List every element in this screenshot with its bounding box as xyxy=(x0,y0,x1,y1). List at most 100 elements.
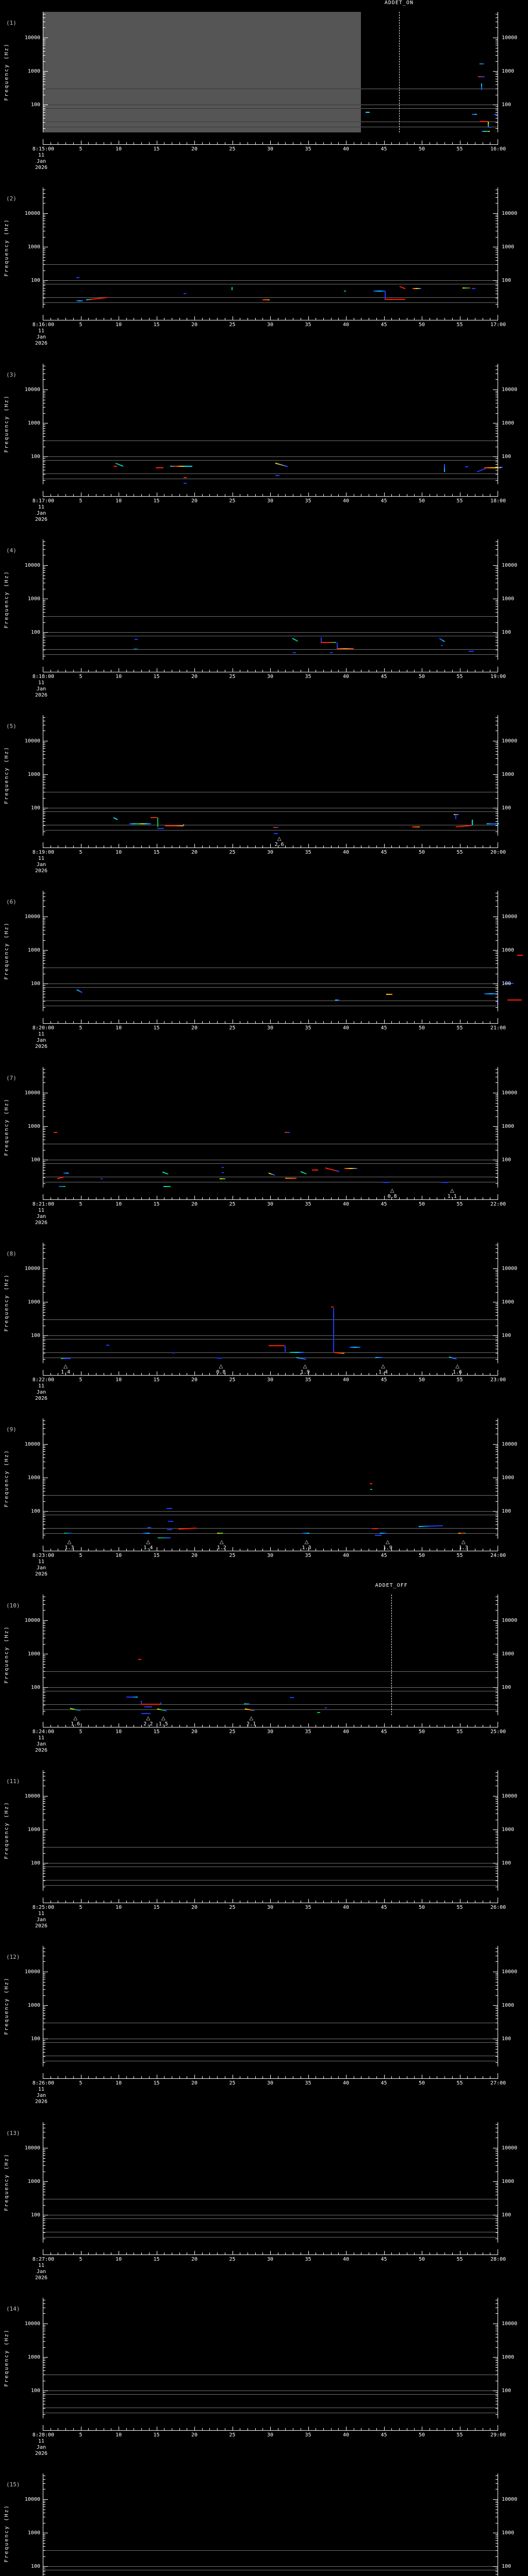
y-axis-tick xyxy=(496,1809,498,1810)
x-axis-tick xyxy=(444,2428,445,2430)
y-axis-tick xyxy=(496,1491,498,1492)
y-tick-label-right: 1000 xyxy=(502,1827,515,1833)
y-axis-tick xyxy=(496,934,498,935)
x-tick-label: 35 xyxy=(305,1377,311,1383)
x-start-time-label: 8:21:00 xyxy=(32,1201,55,1207)
x-axis-tick xyxy=(65,318,66,320)
y-axis-tick xyxy=(43,2566,48,2567)
y-axis-tick xyxy=(496,197,498,198)
y-axis-tick xyxy=(496,2165,498,2166)
x-axis-tick xyxy=(308,2427,309,2430)
y-axis-tick xyxy=(496,2347,498,2348)
event-triangle-value: 1.6 xyxy=(71,1721,80,1727)
x-axis xyxy=(43,2430,498,2431)
y-tick-label-right: 1000 xyxy=(502,596,515,602)
x-axis-tick xyxy=(209,1373,210,1375)
x-axis-tick xyxy=(414,2076,415,2078)
y-axis-tick xyxy=(43,1880,45,1881)
y-axis-tick xyxy=(496,1868,498,1869)
x-axis-tick xyxy=(126,1901,127,1903)
x-axis-tick xyxy=(88,1197,89,1199)
y-tick-label-left: 10000 xyxy=(24,738,40,744)
y-axis-tick xyxy=(43,774,48,775)
y-axis-tick xyxy=(43,2398,45,2399)
y-axis-tick xyxy=(43,81,45,82)
y-axis-tick xyxy=(496,821,498,822)
y-axis-tick xyxy=(496,1161,498,1162)
y-tick-label-left: 100 xyxy=(30,2212,40,2218)
y-axis-tick xyxy=(496,1671,498,1672)
y-tick-label-right: 10000 xyxy=(502,1793,518,1799)
x-tick-label: 30 xyxy=(267,1201,274,1207)
x-axis-tick xyxy=(217,1549,218,1551)
y-axis-tick xyxy=(43,413,45,414)
x-tick-label: 10 xyxy=(115,1201,122,1207)
event-mark xyxy=(217,1533,223,1534)
x-tick-label: 15 xyxy=(153,2432,160,2438)
date-year-label: 2026 xyxy=(35,341,48,346)
event-triangle-value: 0.8 xyxy=(216,1369,226,1375)
y-axis-tick xyxy=(43,1110,45,1111)
y-axis-tick xyxy=(43,1604,45,1605)
x-axis-tick xyxy=(255,845,256,848)
event-mark xyxy=(168,1520,173,1522)
x-tick-label: 20 xyxy=(191,1553,198,1558)
x-axis-tick xyxy=(399,1725,400,1727)
x-tick-label: 5 xyxy=(79,498,82,504)
event-mark xyxy=(343,291,346,292)
x-axis-tick xyxy=(323,142,324,144)
x-axis-tick xyxy=(331,2076,332,2078)
y-axis-tick xyxy=(43,1973,45,1974)
y-axis-tick xyxy=(43,2347,45,2348)
event-mark-vertical xyxy=(472,819,473,825)
y-axis-tick xyxy=(496,987,498,988)
event-triangle-value: 1.3 xyxy=(64,1545,74,1551)
reference-line xyxy=(43,2042,498,2043)
y-axis-tick xyxy=(496,1428,498,1429)
y-axis-tick xyxy=(43,991,45,992)
x-axis-tick xyxy=(270,2075,271,2078)
y-axis-tick xyxy=(43,748,45,749)
y-axis-tick xyxy=(43,1312,45,1313)
x-axis-tick xyxy=(202,142,203,144)
y-axis-tick xyxy=(496,818,498,819)
y-axis-tick xyxy=(43,1339,45,1340)
y-axis-tick xyxy=(43,1161,45,1162)
x-axis-tick xyxy=(285,670,286,672)
y-axis-tick xyxy=(43,391,45,392)
x-axis-tick xyxy=(88,1901,89,1903)
y-axis-tick xyxy=(43,751,45,752)
y-tick-label-right: 10000 xyxy=(502,738,518,744)
y-axis-tick xyxy=(43,2153,45,2154)
y-axis-tick xyxy=(43,1307,45,1308)
y-axis-tick xyxy=(43,1001,45,1002)
y-axis-tick xyxy=(496,1116,498,1117)
x-tick-label: 10 xyxy=(115,850,122,855)
x-axis-tick xyxy=(391,1197,392,1199)
y-axis-tick xyxy=(493,1268,498,1269)
y-axis-tick xyxy=(43,2010,45,2011)
x-axis-tick xyxy=(194,1899,195,1903)
x-axis xyxy=(43,144,498,145)
y-axis-tick xyxy=(496,1454,498,1455)
y-axis-tick xyxy=(43,1116,45,1117)
y-axis-tick xyxy=(43,1167,45,1168)
y-axis-tick xyxy=(43,612,45,613)
y-axis-tick xyxy=(43,197,45,198)
event-mark xyxy=(274,833,278,835)
x-axis-tick xyxy=(73,1725,74,1727)
x-axis-tick xyxy=(376,142,377,144)
x-axis-tick xyxy=(444,1549,445,1551)
event-mark-diagonal xyxy=(162,1171,169,1175)
y-axis-tick xyxy=(496,2010,498,2011)
x-axis-tick xyxy=(376,1373,377,1375)
y-axis-tick xyxy=(43,264,45,265)
event-mark xyxy=(330,652,333,654)
spectrogram-panel: 1000010000100010001001005101520253035404… xyxy=(0,2462,528,2576)
y-axis-tick xyxy=(43,1664,45,1665)
event-triangle-icon: △ xyxy=(450,1188,454,1194)
y-axis-tick xyxy=(496,2015,498,2016)
y-axis-tick xyxy=(43,1173,45,1174)
y-axis-tick xyxy=(493,280,498,281)
